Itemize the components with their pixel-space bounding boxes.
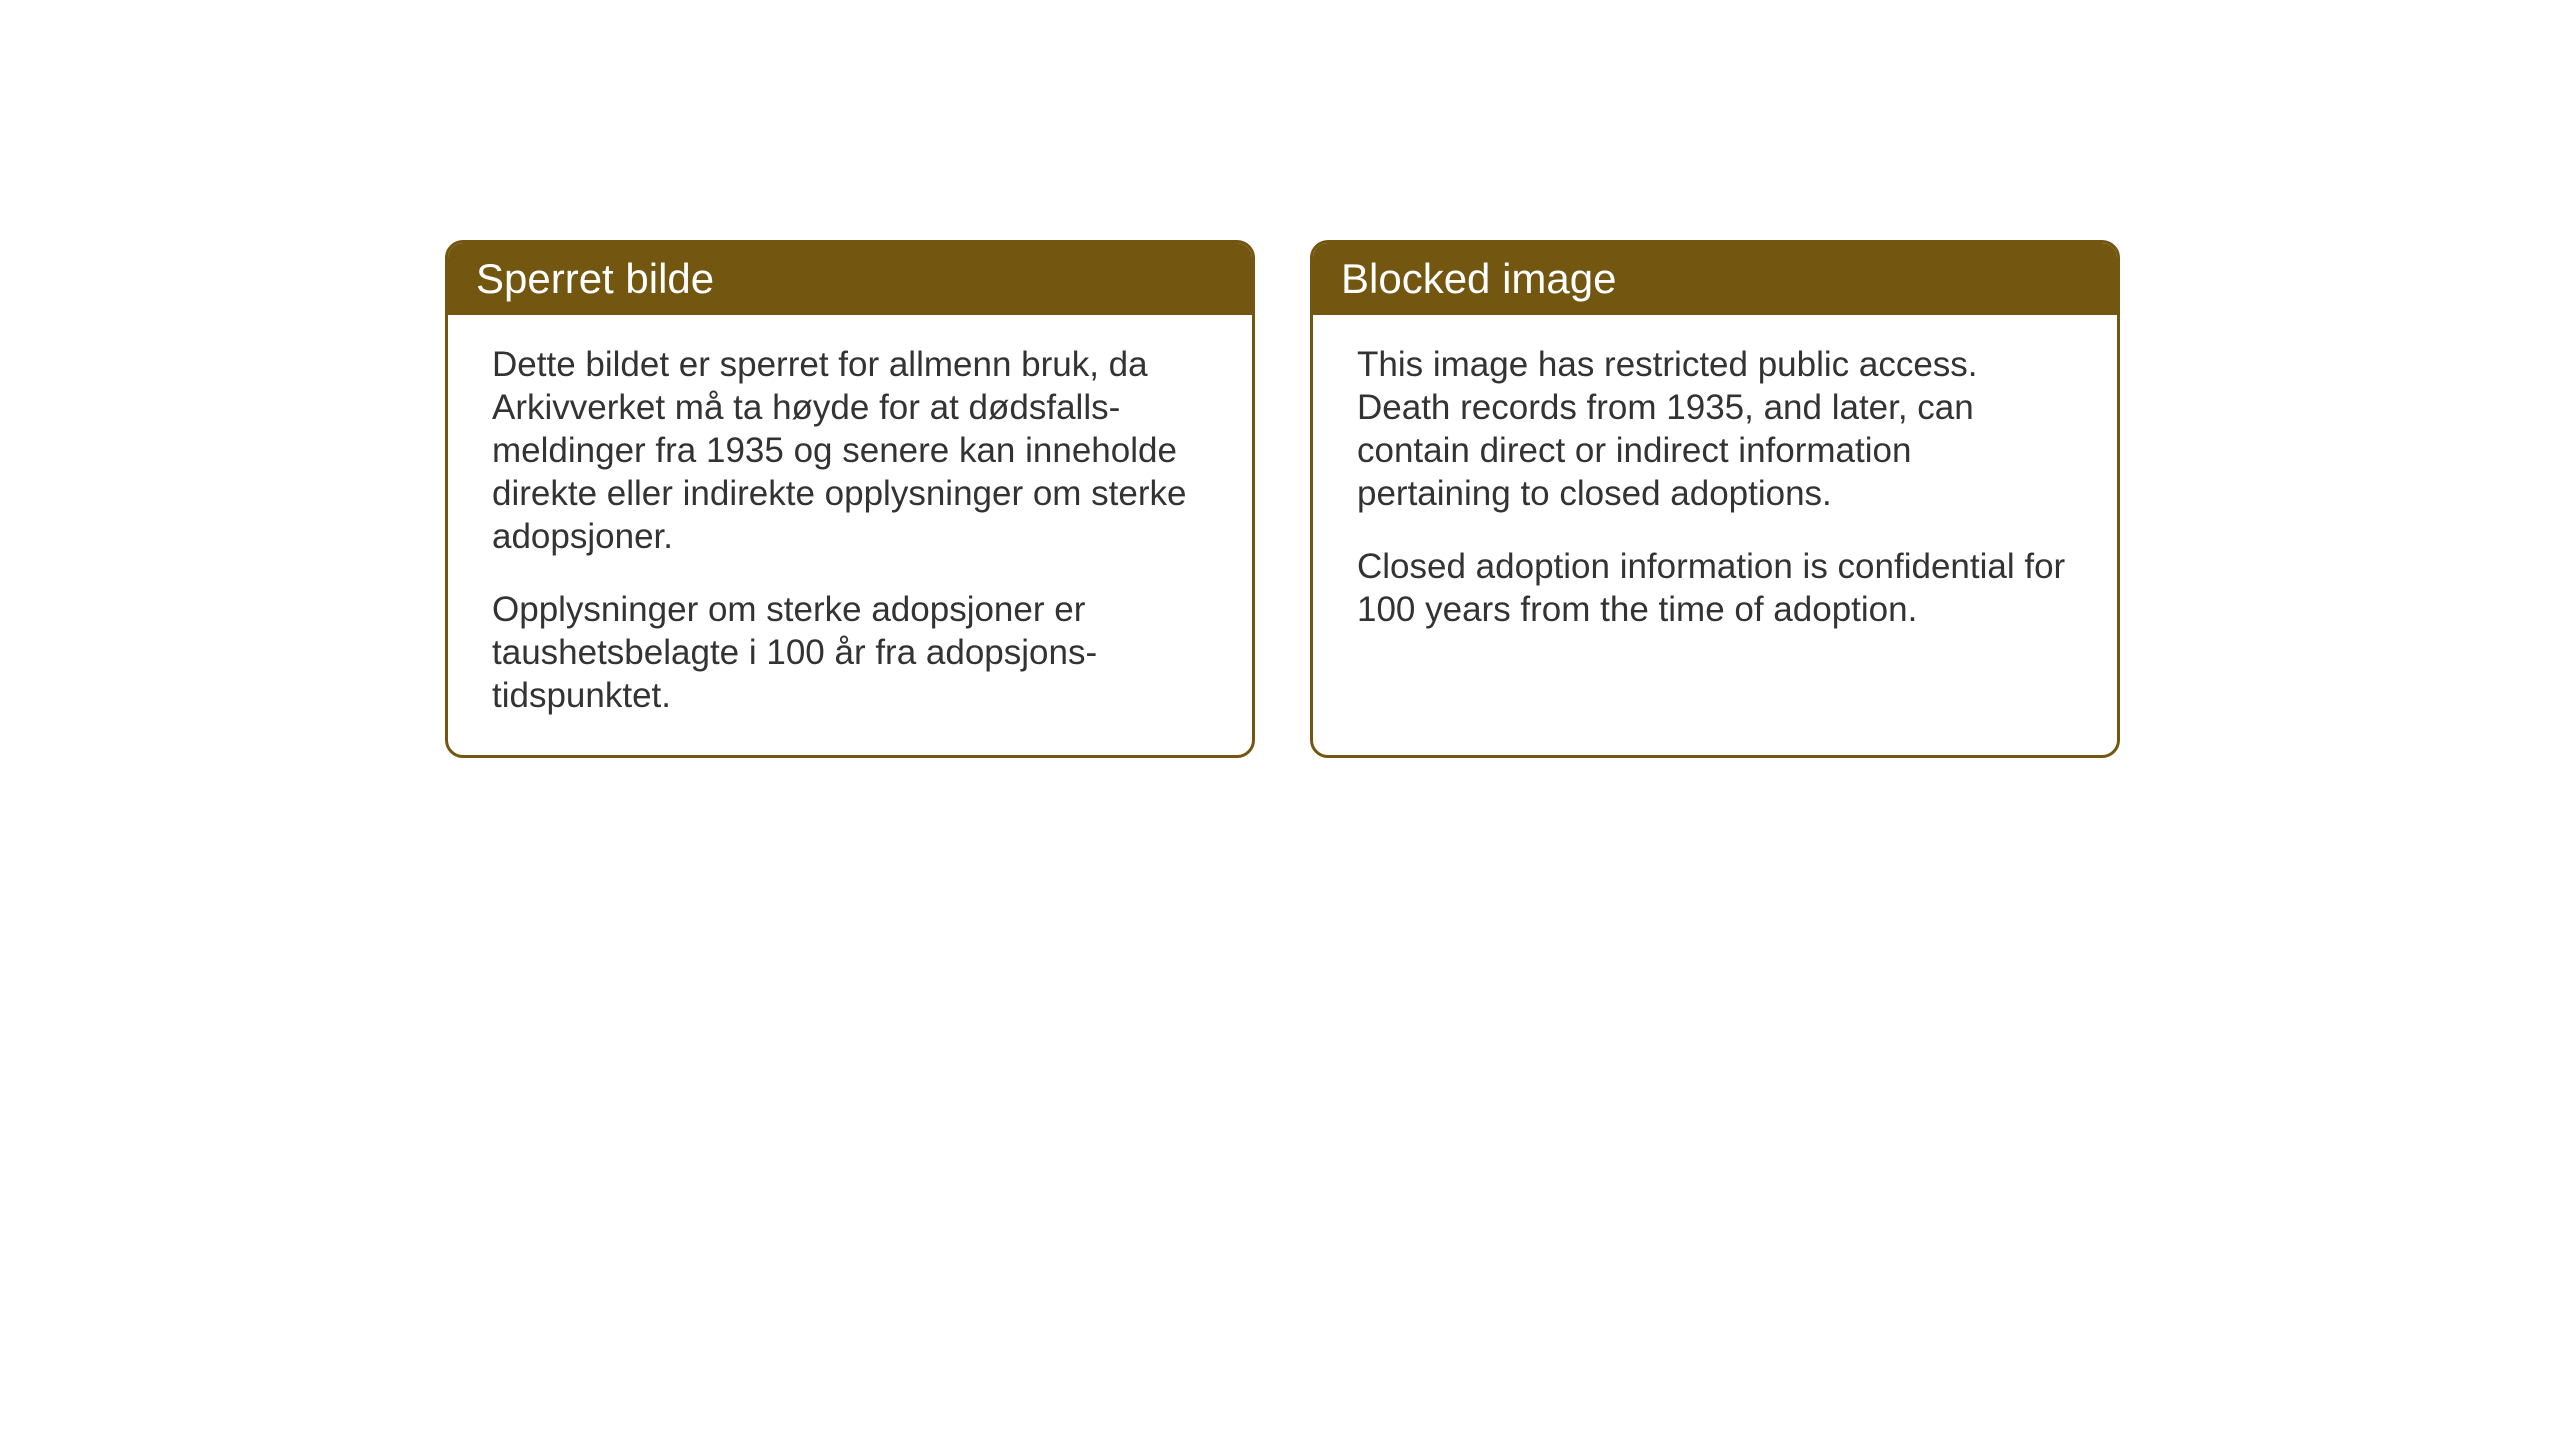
norwegian-card: Sperret bilde Dette bildet er sperret fo… xyxy=(445,240,1255,758)
norwegian-card-header: Sperret bilde xyxy=(448,243,1252,315)
english-paragraph-1: This image has restricted public access.… xyxy=(1357,343,2073,515)
english-card-body: This image has restricted public access.… xyxy=(1313,315,2117,669)
notice-container: Sperret bilde Dette bildet er sperret fo… xyxy=(445,240,2120,758)
english-card: Blocked image This image has restricted … xyxy=(1310,240,2120,758)
norwegian-paragraph-1: Dette bildet er sperret for allmenn bruk… xyxy=(492,343,1208,558)
norwegian-card-body: Dette bildet er sperret for allmenn bruk… xyxy=(448,315,1252,755)
english-paragraph-2: Closed adoption information is confident… xyxy=(1357,545,2073,631)
english-card-header: Blocked image xyxy=(1313,243,2117,315)
norwegian-card-title: Sperret bilde xyxy=(476,255,714,302)
english-card-title: Blocked image xyxy=(1341,255,1616,302)
norwegian-paragraph-2: Opplysninger om sterke adopsjoner er tau… xyxy=(492,588,1208,717)
